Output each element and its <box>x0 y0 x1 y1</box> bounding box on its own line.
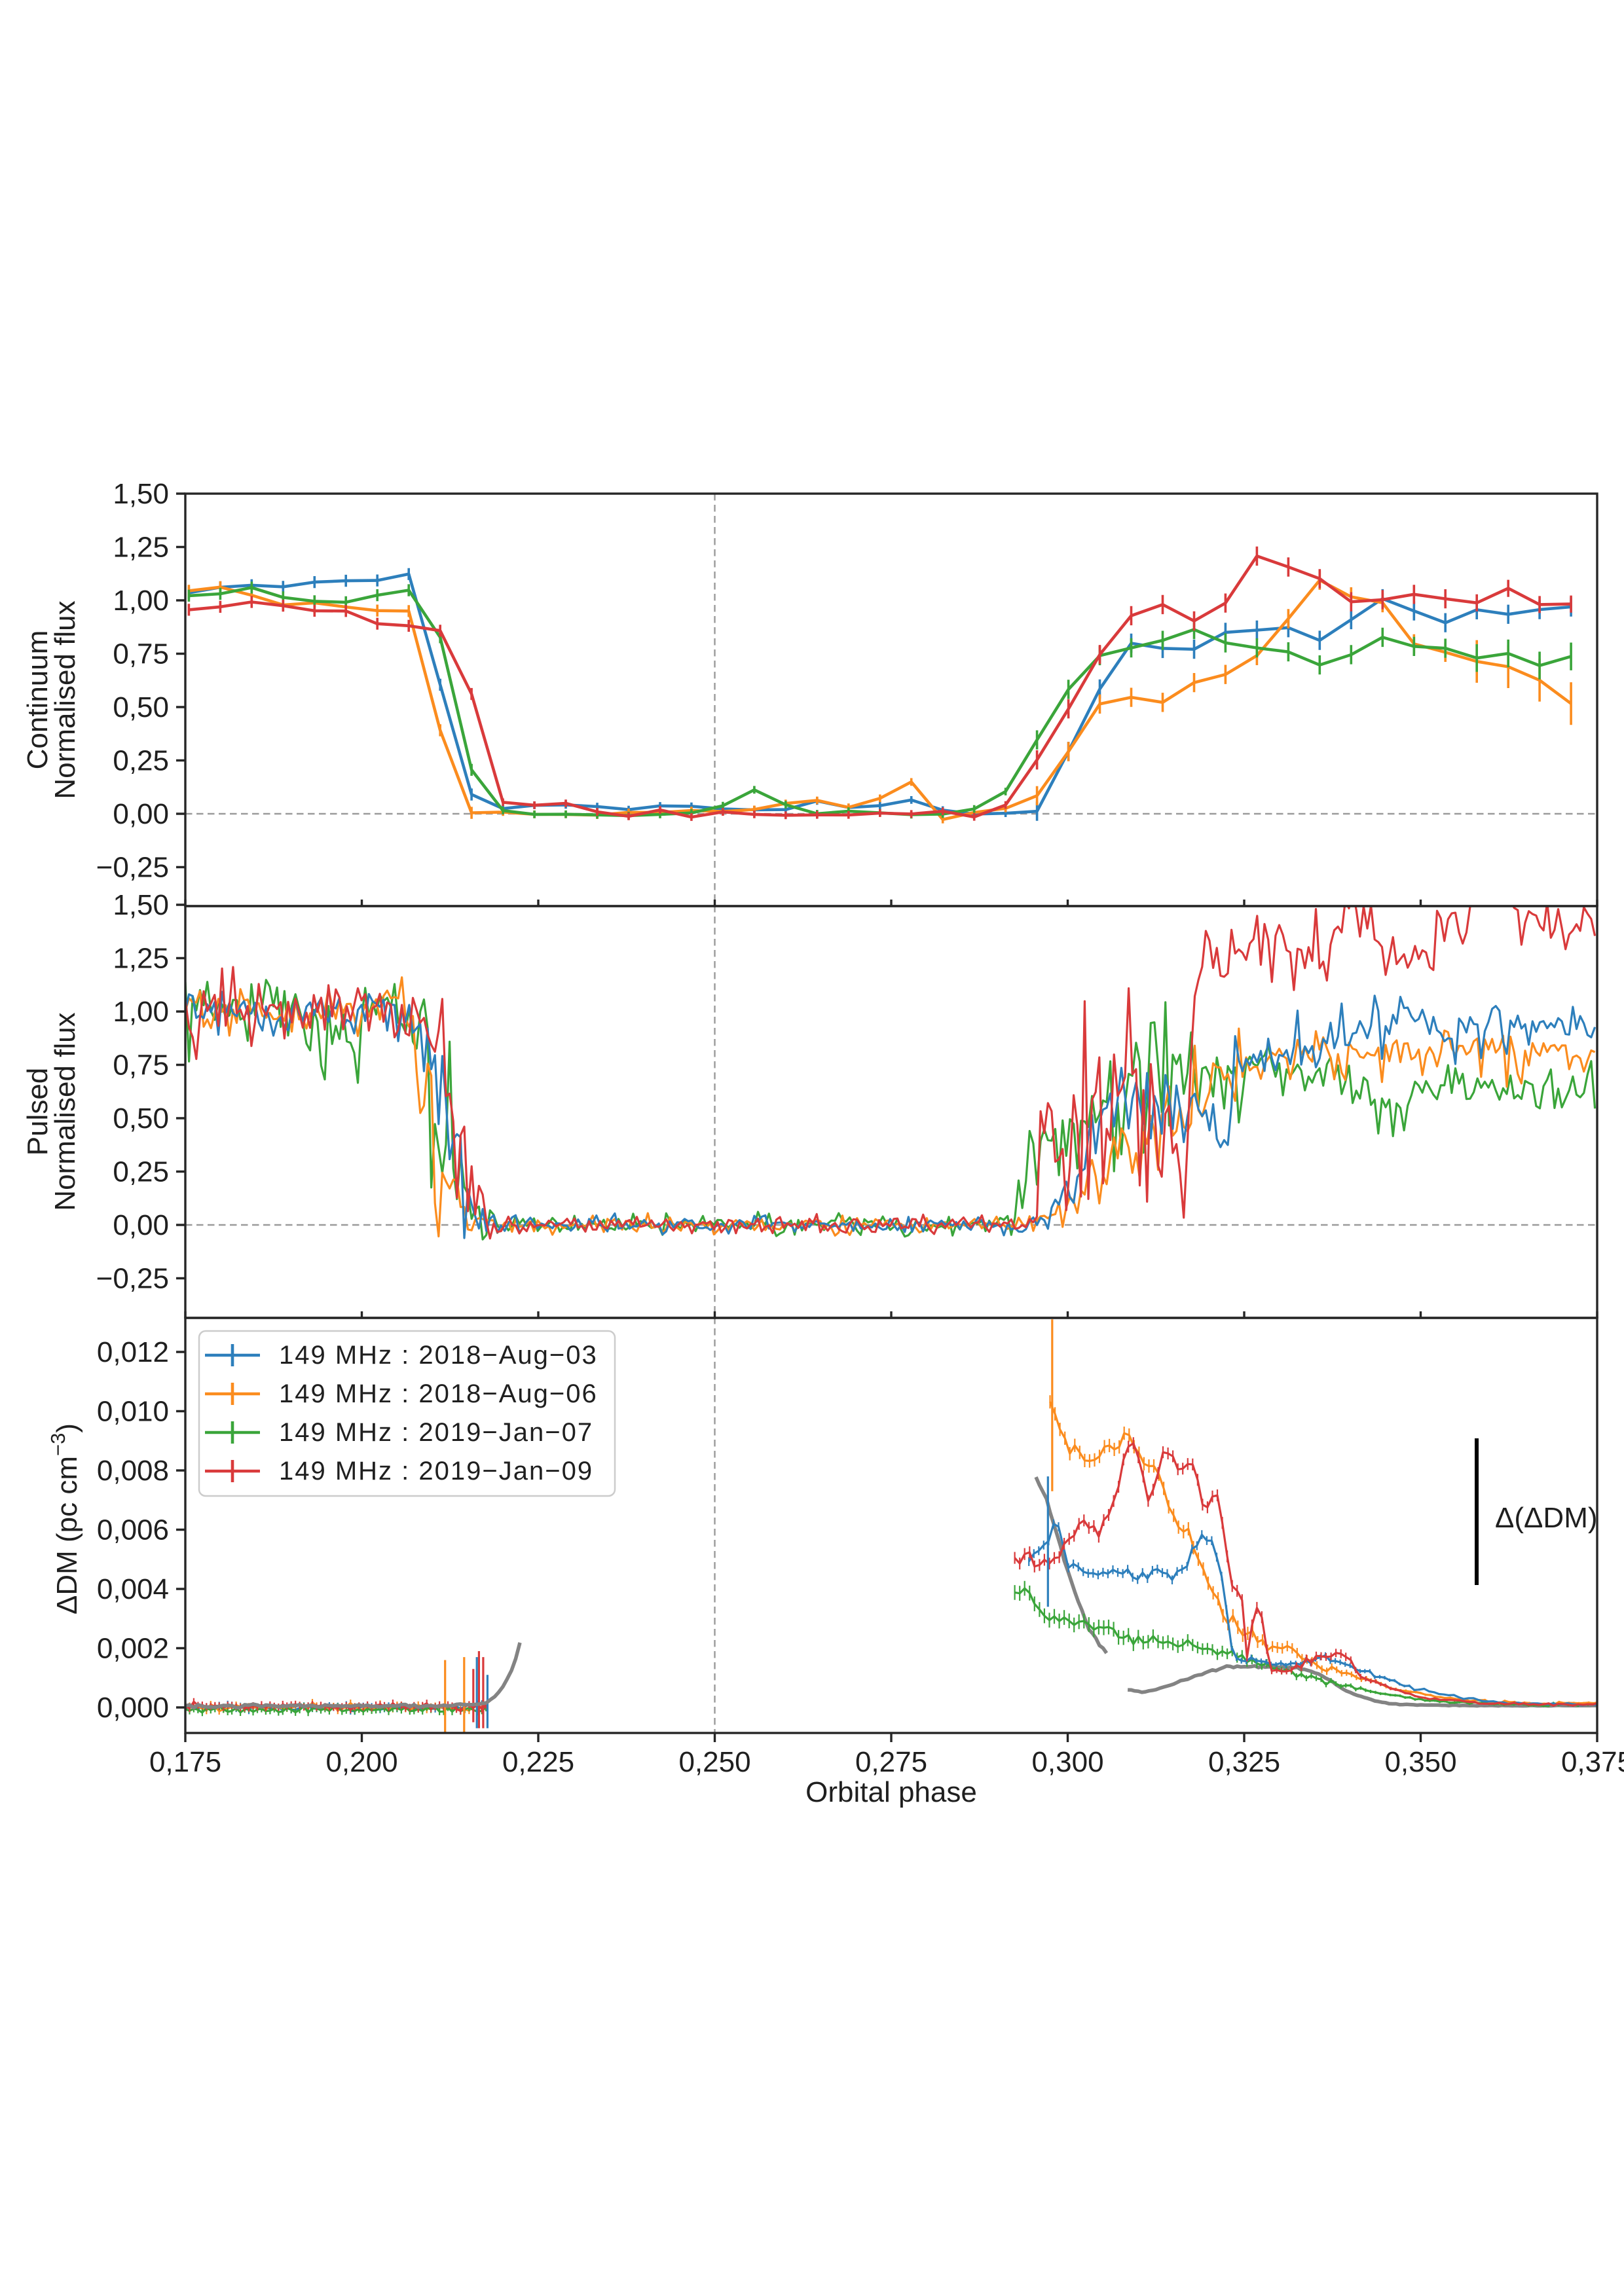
svg-text:−0,25: −0,25 <box>96 852 169 884</box>
svg-text:0,250: 0,250 <box>678 1746 750 1778</box>
svg-text:Pulsed: Pulsed <box>22 1068 54 1156</box>
svg-text:0,004: 0,004 <box>97 1573 169 1605</box>
svg-text:0,225: 0,225 <box>502 1746 574 1778</box>
svg-text:−0,25: −0,25 <box>96 1263 169 1295</box>
svg-text:Continuum: Continuum <box>22 630 54 770</box>
svg-text:0,275: 0,275 <box>855 1746 927 1778</box>
svg-text:149 MHz : 2019−Jan−07: 149 MHz : 2019−Jan−07 <box>279 1418 593 1447</box>
svg-text:0,75: 0,75 <box>113 638 169 670</box>
svg-text:Normalised flux: Normalised flux <box>49 600 81 799</box>
svg-text:1,00: 1,00 <box>113 585 169 617</box>
svg-text:0,50: 0,50 <box>113 691 169 723</box>
svg-text:0,375: 0,375 <box>1561 1746 1624 1778</box>
svg-text:149 MHz : 2018−Aug−03: 149 MHz : 2018−Aug−03 <box>279 1341 598 1370</box>
svg-text:Δ(ΔDM): Δ(ΔDM) <box>1495 1502 1598 1534</box>
svg-text:0,012: 0,012 <box>97 1336 169 1368</box>
svg-text:0,325: 0,325 <box>1208 1746 1280 1778</box>
svg-text:0,350: 0,350 <box>1384 1746 1456 1778</box>
svg-text:0,300: 0,300 <box>1031 1746 1103 1778</box>
svg-text:0,25: 0,25 <box>113 1156 169 1188</box>
svg-text:0,00: 0,00 <box>113 1209 169 1241</box>
svg-text:0,000: 0,000 <box>97 1692 169 1724</box>
svg-text:Orbital phase: Orbital phase <box>805 1776 977 1808</box>
svg-text:0,200: 0,200 <box>325 1746 397 1778</box>
svg-text:0,175: 0,175 <box>149 1746 221 1778</box>
svg-text:0,008: 0,008 <box>97 1455 169 1487</box>
svg-text:0,25: 0,25 <box>113 745 169 777</box>
svg-text:149 MHz : 2018−Aug−06: 149 MHz : 2018−Aug−06 <box>279 1379 598 1408</box>
svg-text:0,75: 0,75 <box>113 1049 169 1082</box>
svg-text:1,25: 1,25 <box>113 532 169 564</box>
svg-text:0,50: 0,50 <box>113 1102 169 1135</box>
svg-text:1,25: 1,25 <box>113 943 169 975</box>
svg-text:149 MHz : 2019−Jan−09: 149 MHz : 2019−Jan−09 <box>279 1457 593 1485</box>
svg-text:Normalised flux: Normalised flux <box>49 1012 81 1211</box>
svg-text:1,50: 1,50 <box>113 889 169 921</box>
svg-text:1,00: 1,00 <box>113 996 169 1028</box>
svg-text:0,006: 0,006 <box>97 1514 169 1546</box>
svg-text:0,010: 0,010 <box>97 1396 169 1428</box>
svg-text:0,00: 0,00 <box>113 798 169 830</box>
svg-text:1,50: 1,50 <box>113 478 169 510</box>
svg-text:0,002: 0,002 <box>97 1633 169 1665</box>
